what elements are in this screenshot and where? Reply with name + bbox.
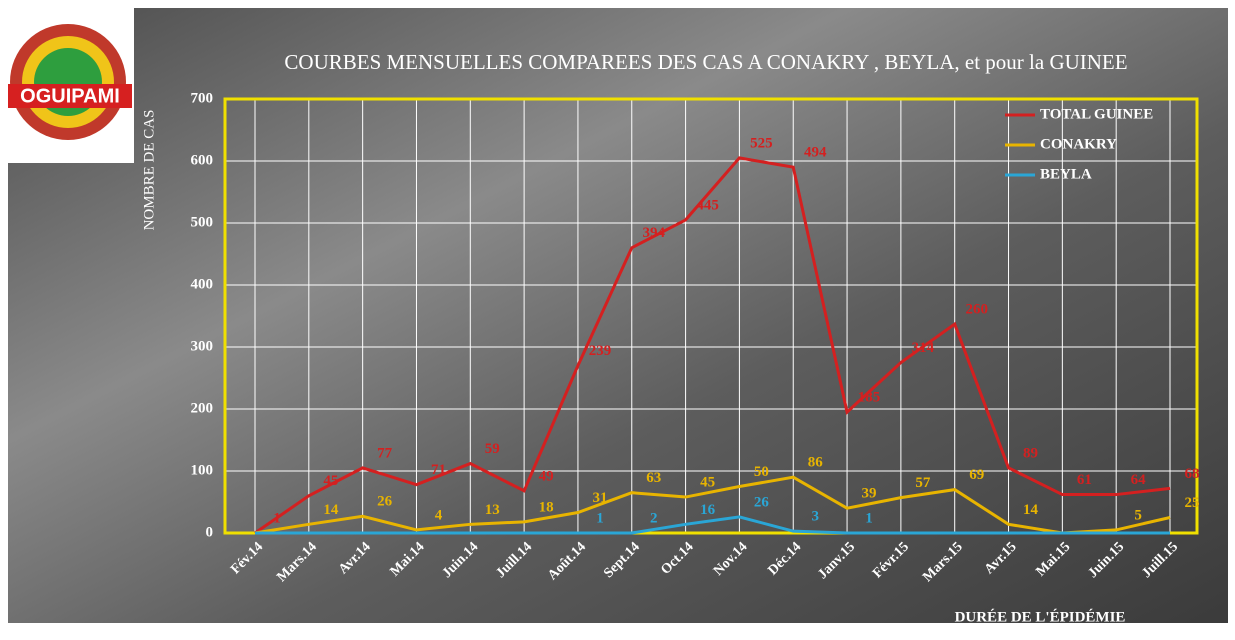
- frame: [0, 0, 1235, 8]
- logo-text: OGUIPAMI: [20, 85, 120, 107]
- data-label: 45: [323, 473, 338, 489]
- data-label: 31: [592, 490, 607, 506]
- y-axis-label: NOMBRE DE CAS: [141, 110, 157, 231]
- data-label: 71: [431, 462, 446, 478]
- series-line: [254, 156, 1171, 535]
- data-label: 3: [811, 509, 819, 525]
- data-label: 2: [650, 510, 658, 526]
- data-label: 445: [696, 197, 719, 213]
- data-label: 1: [596, 510, 604, 526]
- data-label: 61: [1077, 472, 1092, 488]
- data-label: 4: [435, 507, 443, 523]
- data-label: 25: [1185, 495, 1200, 511]
- data-label: 45: [700, 474, 715, 490]
- data-label: 69: [969, 467, 984, 483]
- series-line: [255, 515, 1170, 535]
- data-label: 185: [858, 390, 881, 406]
- data-label: 59: [485, 441, 500, 457]
- x-axis-label: DURÉE DE L'ÉPIDÉMIE: [955, 608, 1126, 625]
- data-label: 1: [865, 510, 873, 526]
- y-tick-label: 0: [206, 524, 214, 540]
- data-label: 16: [700, 502, 716, 518]
- data-label: 68: [1185, 466, 1200, 482]
- plot-border: [223, 97, 1199, 535]
- data-label: 260: [965, 301, 988, 317]
- series-line: [254, 475, 1171, 535]
- data-label: 89: [1023, 445, 1038, 461]
- data-label: 86: [808, 455, 824, 471]
- data-label: 394: [643, 225, 666, 241]
- y-tick-label: 300: [191, 338, 214, 354]
- data-label: 49: [539, 468, 554, 484]
- y-tick-label: 200: [191, 400, 214, 416]
- frame: [0, 0, 8, 635]
- y-tick-label: 500: [191, 214, 214, 230]
- data-label: 5: [1134, 507, 1142, 523]
- y-tick-label: 400: [191, 276, 214, 292]
- data-label: 26: [754, 494, 770, 510]
- chart-title: COURBES MENSUELLES COMPAREES DES CAS A C…: [284, 50, 1127, 74]
- data-label: 64: [1131, 472, 1147, 488]
- y-tick-label: 100: [191, 462, 214, 478]
- data-label: 525: [750, 135, 773, 151]
- data-label: 63: [646, 470, 661, 486]
- data-label: 14: [323, 502, 339, 518]
- data-label: 314: [912, 340, 935, 356]
- data-label: 14: [1023, 502, 1039, 518]
- logo: OGUIPAMI: [8, 8, 134, 163]
- data-label: 18: [539, 499, 554, 515]
- y-tick-label: 700: [191, 90, 214, 106]
- legend-label: TOTAL GUINEE: [1040, 106, 1153, 122]
- frame: [0, 623, 1235, 635]
- data-label: 1: [273, 510, 281, 526]
- frame: [1228, 0, 1235, 635]
- data-label: 13: [485, 502, 500, 518]
- y-tick-label: 600: [191, 152, 214, 168]
- legend-label: CONAKRY: [1040, 136, 1117, 152]
- data-label: 239: [589, 343, 612, 359]
- data-label: 39: [862, 486, 877, 502]
- data-label: 77: [377, 445, 393, 461]
- data-label: 50: [754, 464, 769, 480]
- data-label: 26: [377, 494, 393, 510]
- legend-label: BEYLA: [1040, 166, 1092, 182]
- data-label: 494: [804, 145, 827, 161]
- data-label: 57: [915, 475, 931, 491]
